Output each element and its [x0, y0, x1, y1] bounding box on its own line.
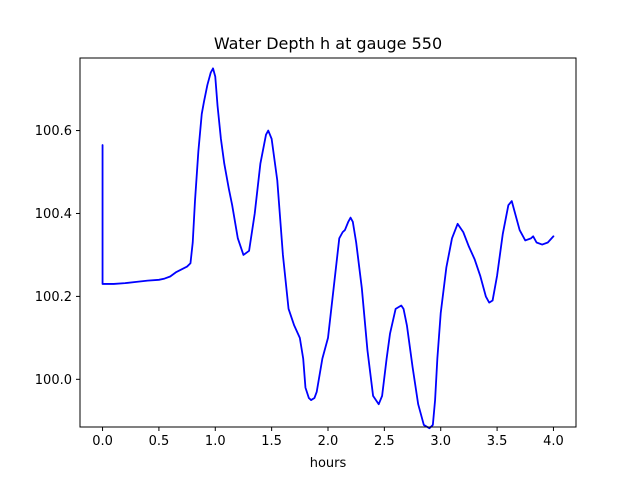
x-axis-label: hours — [310, 456, 347, 471]
x-tick-label: 0.5 — [149, 434, 170, 449]
y-tick-label: 100.4 — [35, 207, 72, 222]
x-tick-label: 1.5 — [261, 434, 282, 449]
chart-title: Water Depth h at gauge 550 — [214, 34, 442, 53]
y-tick-label: 100.6 — [35, 124, 72, 139]
x-tick-label: 3.0 — [430, 434, 451, 449]
x-tick-label: 1.0 — [205, 434, 226, 449]
y-tick-label: 100.2 — [35, 290, 72, 305]
x-axis-ticks: 0.0 0.5 1.0 1.5 2.0 2.5 3.0 3.5 4.0 — [92, 427, 564, 449]
x-tick-label: 3.5 — [487, 434, 508, 449]
x-tick-label: 2.0 — [318, 434, 339, 449]
x-tick-label: 2.5 — [374, 434, 395, 449]
series-line-water-depth — [101, 67, 555, 430]
plot-area — [101, 67, 555, 430]
x-tick-label: 0.0 — [92, 434, 113, 449]
x-tick-label: 4.0 — [543, 434, 564, 449]
y-tick-label: 100.0 — [35, 373, 72, 388]
y-axis-ticks: 100.0 100.2 100.4 100.6 — [35, 124, 80, 388]
